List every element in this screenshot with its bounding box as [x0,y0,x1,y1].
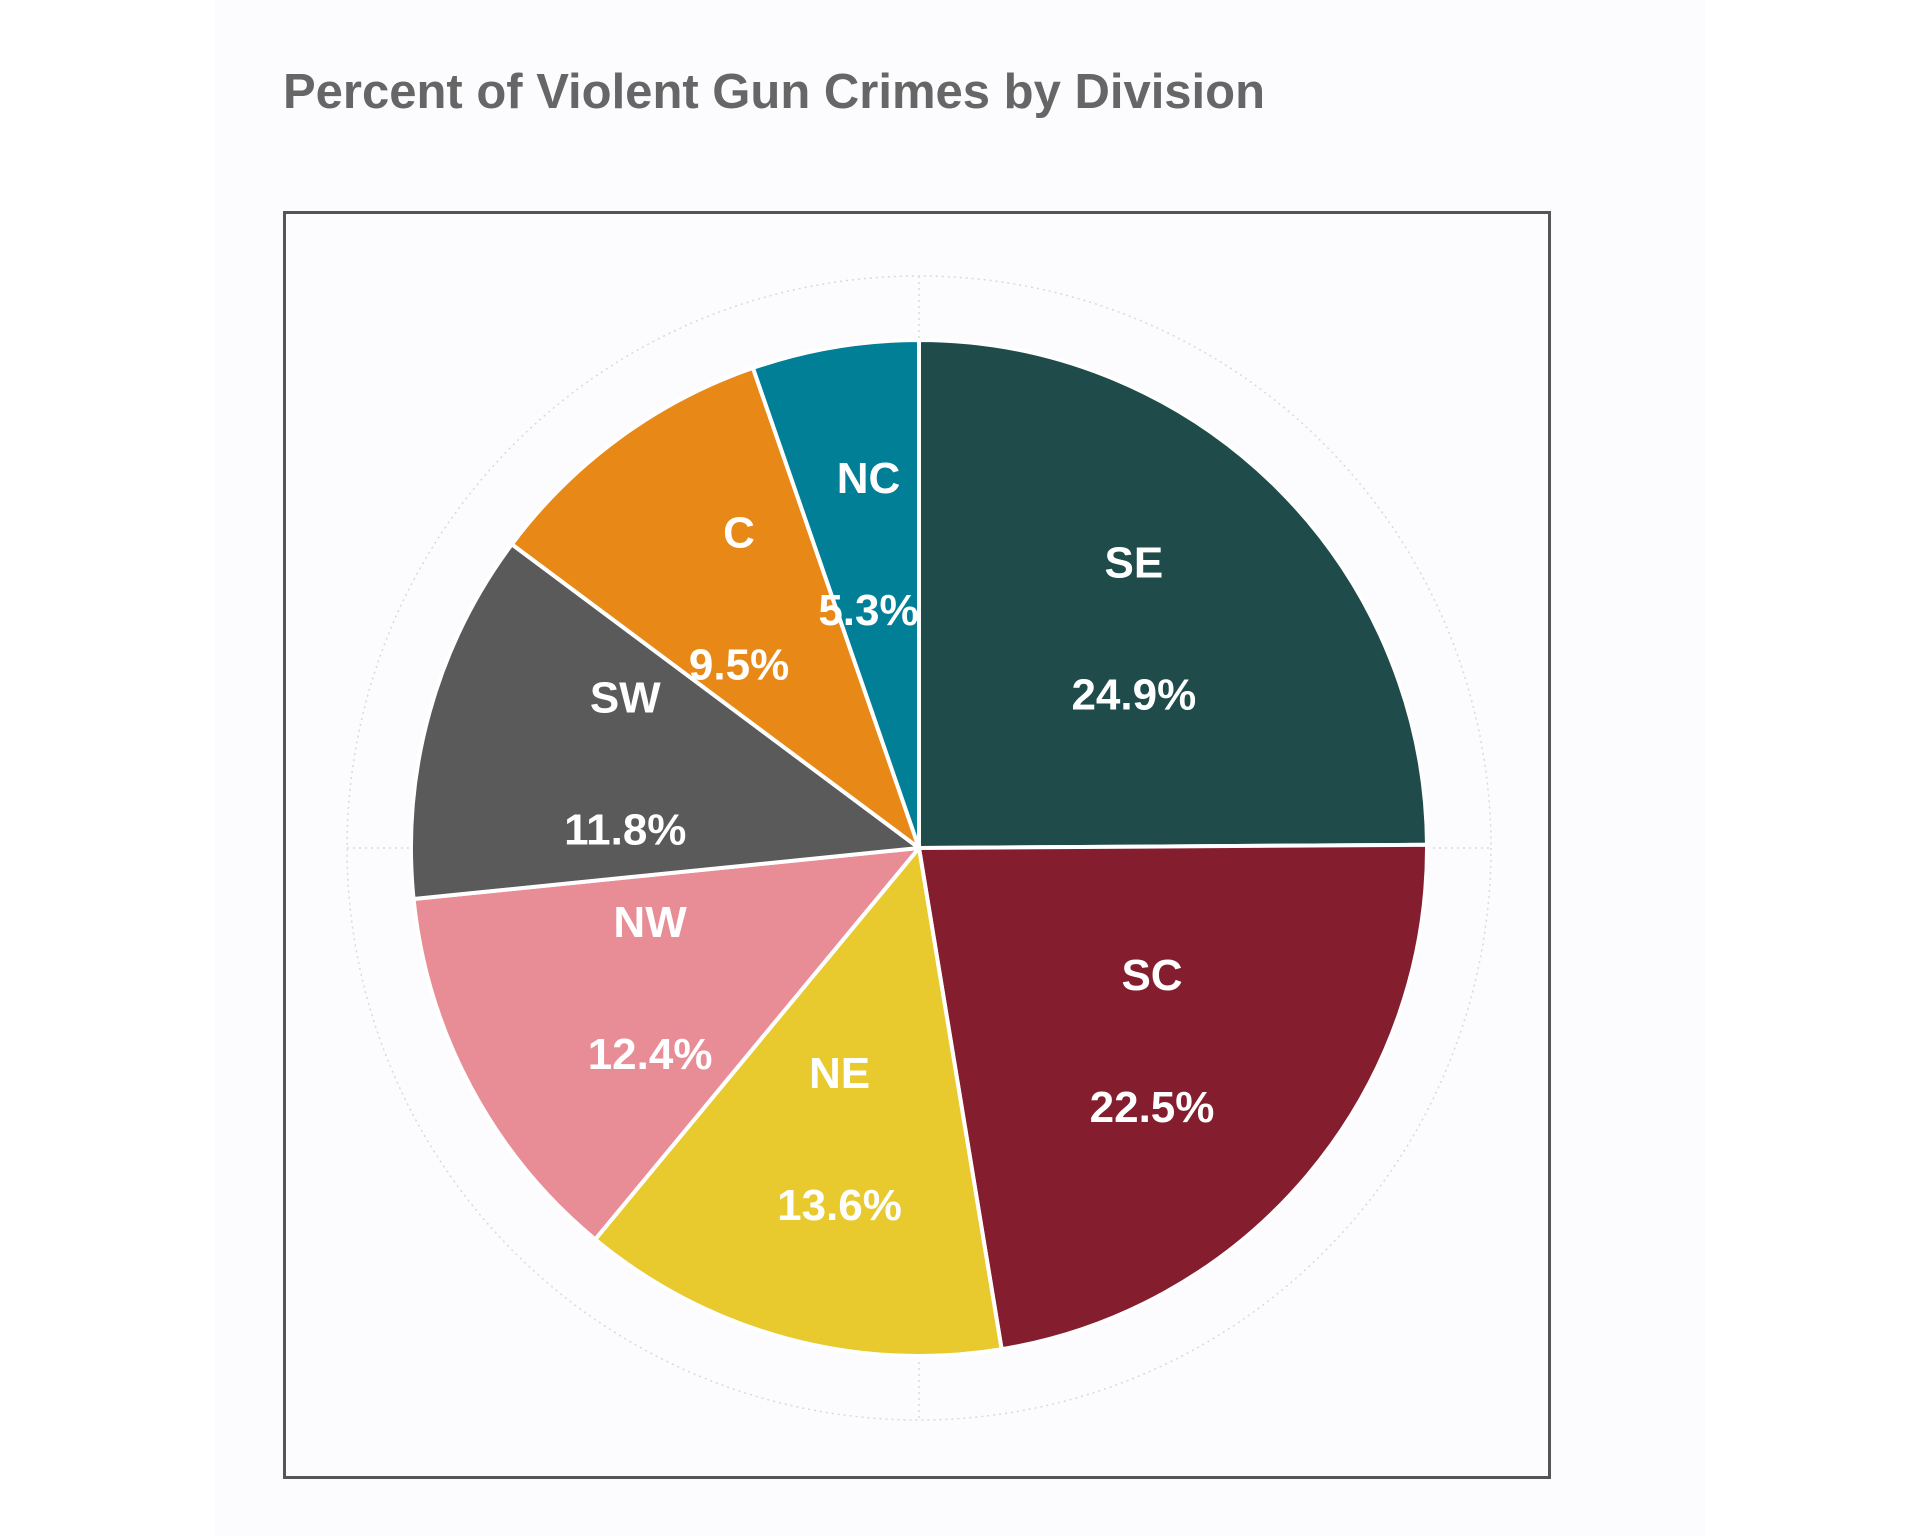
slice-value-nw: 12.4% [588,1030,713,1079]
slice-label-ne: NE [809,1049,870,1098]
pie-slice-nw [411,846,921,1242]
pie-slice-c [509,365,921,850]
pie-slice-se [917,338,1429,850]
slice-label-nw: NW [613,898,687,947]
pie-labels: SE 24.9% SC 22.5% NE 13.6% NW 12.4% SW 11.8% C 9.5%… [564,454,1214,1230]
slice-value-sc: 22.5% [1090,1083,1215,1132]
slice-value-ne: 13.6% [777,1181,902,1230]
pie-slice-ne [593,846,1004,1358]
slice-label-nc: NC [837,454,901,503]
slice-label-se: SE [1104,538,1163,587]
slice-value-nc: 5.3% [818,586,918,635]
slice-label-c: C [723,509,755,558]
slice-value-se: 24.9% [1071,670,1196,719]
pie-slice-sw [409,542,921,901]
slice-value-sw: 11.8% [564,805,686,854]
slice-label-sw: SW [590,673,661,722]
pie-slice-sc [917,842,1429,1352]
chart-title: Percent of Violent Gun Crimes by Divisio… [283,65,1266,119]
pie-slice-nc [750,338,921,850]
pie-slices [409,338,1429,1358]
slice-value-c: 9.5% [689,641,789,690]
slice-label-sc: SC [1121,951,1182,1000]
